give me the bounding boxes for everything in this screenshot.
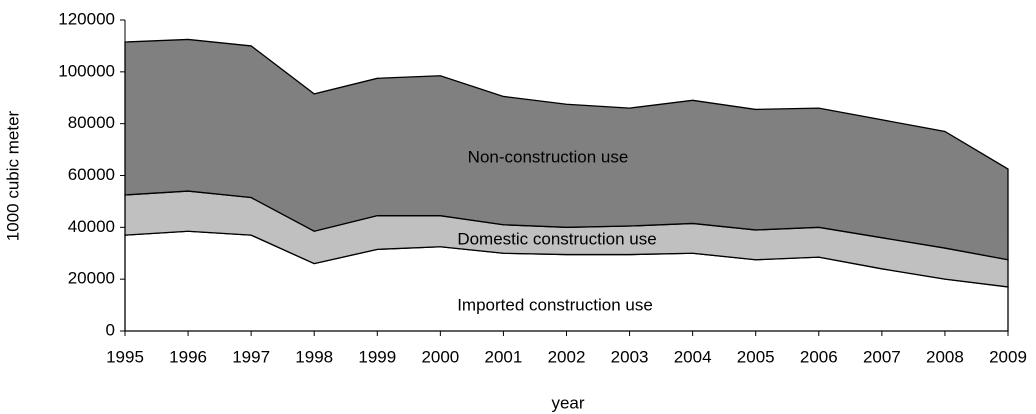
y-tick-label: 100000: [58, 61, 115, 80]
x-tick-label: 2009: [989, 347, 1027, 366]
x-tick-label: 1996: [169, 347, 207, 366]
y-tick-label: 0: [106, 320, 115, 339]
y-tick-label: 80000: [68, 113, 115, 132]
series-label: Imported construction use: [457, 295, 653, 314]
x-tick-label: 1997: [232, 347, 270, 366]
x-tick-label: 1995: [106, 347, 144, 366]
area: [124, 38, 1009, 261]
y-tick-label: 40000: [68, 217, 115, 236]
x-tick-label: 1999: [358, 347, 396, 366]
series-label: Non-construction use: [468, 147, 629, 166]
x-tick-label: 2008: [926, 347, 964, 366]
x-tick-label: 2003: [611, 347, 649, 366]
series-label: Domestic construction use: [457, 229, 656, 248]
x-tick-label: 2006: [800, 347, 838, 366]
x-tick-label: 1998: [295, 347, 333, 366]
x-tick-label: 2002: [548, 347, 586, 366]
x-tick-label: 2005: [737, 347, 775, 366]
y-tick-label: 20000: [68, 269, 115, 288]
y-tick-label: 120000: [58, 9, 115, 28]
x-tick-label: 2007: [863, 347, 901, 366]
x-axis-label: year: [551, 393, 584, 412]
x-tick-label: 2004: [674, 347, 712, 366]
y-axis-label: 1000 cubic meter: [3, 110, 22, 241]
y-tick-label: 60000: [68, 165, 115, 184]
x-tick-label: 2000: [421, 347, 459, 366]
x-tick-label: 2001: [485, 347, 523, 366]
